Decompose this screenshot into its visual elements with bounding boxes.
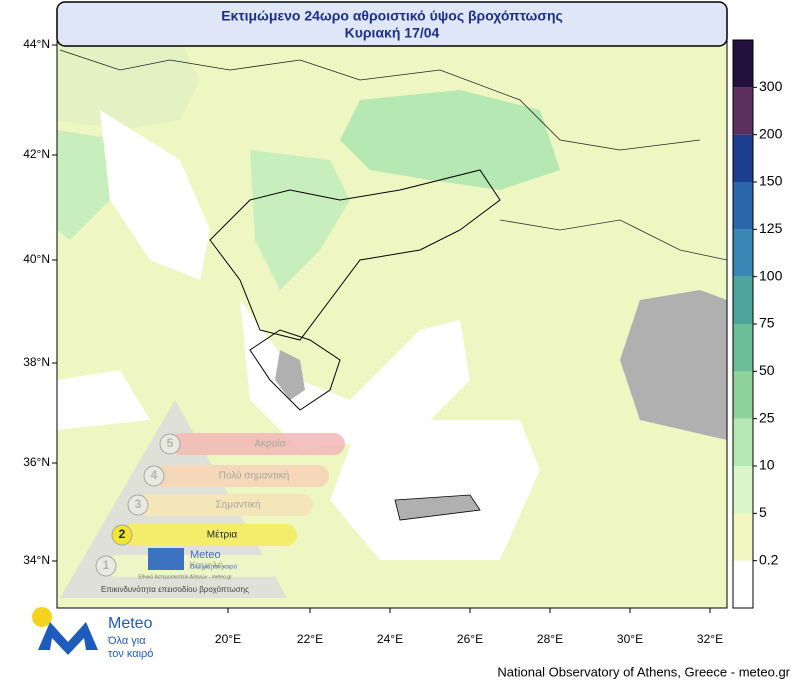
coastline — [209, 169, 501, 341]
risk-label: Ακραία — [254, 438, 285, 450]
risk-label: Χαμηλή — [189, 560, 223, 572]
risk-badge — [127, 494, 149, 516]
lon-label: 30°E — [617, 632, 643, 646]
colorbar-segment — [733, 466, 753, 514]
logo-sun — [32, 607, 52, 627]
risk-caption: Επικινδυνότητα επεισοδίου βροχόπτωσης — [101, 585, 249, 594]
title-box: Εκτιμώμενο 24ωρο αθροιστικό ύψος βροχόπτ… — [56, 1, 728, 47]
lat-label: 40°N — [23, 252, 50, 266]
coastline — [249, 329, 341, 411]
colorbar-segment — [733, 371, 753, 419]
risk-number: 3 — [135, 497, 142, 511]
risk-number: 2 — [119, 527, 126, 541]
risk-label: Μέτρια — [207, 529, 238, 541]
lat-label: 38°N — [23, 355, 50, 369]
lat-label: 42°N — [23, 147, 50, 161]
logo: Meteo Όλα για τον καιρό — [32, 607, 153, 660]
logo-tagline: τον καιρό — [108, 648, 153, 660]
footer: National Observatory of Athens, Greece -… — [497, 664, 790, 679]
colorbar-segment — [733, 513, 753, 561]
sea-area — [330, 420, 540, 560]
colorbar-label: 75 — [759, 315, 775, 331]
risk-badge — [95, 555, 117, 577]
logo-mark — [38, 622, 98, 655]
lon-label: 22°E — [297, 632, 323, 646]
colorbar-label: 100 — [759, 267, 783, 283]
risk-pyramid: 5 Ακραία 4 Πολύ σημαντική 3 Σημαντική 2 Μέτρια 1… — [60, 400, 345, 598]
risk-bar — [154, 465, 329, 487]
risk-badge — [111, 524, 133, 546]
risk-number: 5 — [167, 436, 174, 450]
title-background — [56, 1, 728, 47]
lon-label: 20°E — [215, 632, 241, 646]
colorbar-label: 125 — [759, 220, 783, 236]
colorbar-segment — [733, 418, 753, 466]
colorbar-label: 150 — [759, 173, 783, 189]
sea-area — [100, 110, 210, 280]
land-mask — [620, 290, 727, 440]
colorbar-label: 5 — [759, 504, 767, 520]
colorbar-segment — [733, 40, 753, 88]
risk-number: 4 — [151, 468, 158, 482]
colorbar-label: 300 — [759, 78, 783, 94]
sea-area — [240, 300, 470, 450]
lon-label: 32°E — [697, 632, 723, 646]
colorbar-segment — [733, 182, 753, 230]
colorbar-segment — [733, 560, 753, 608]
colorbar-segment — [733, 229, 753, 277]
risk-label: Σημαντική — [215, 499, 260, 511]
org: Εθνικό Αστεροσκοπείο Αθηνών - meteo.gr — [138, 573, 232, 580]
lat-label: 36°N — [23, 455, 50, 469]
colorbar-segment — [733, 87, 753, 135]
risk-label: Πολύ σημαντική — [219, 470, 290, 482]
colorbar-label: 25 — [759, 409, 775, 425]
title: Εκτιμώμενο 24ωρο αθροιστικό ύψος βροχόπτ… — [221, 8, 563, 24]
lat-labels: 44°N 42°N 40°N 38°N 36°N 34°N — [23, 37, 57, 567]
colorbar-segment — [733, 324, 753, 372]
brand-icon — [148, 548, 184, 570]
lon-label: 24°E — [377, 632, 403, 646]
land-mask — [275, 350, 305, 400]
lon-label: 28°E — [537, 632, 563, 646]
risk-badge — [143, 465, 165, 487]
lon-labels: 20°E 22°E 24°E 26°E 28°E 30°E 32°E — [215, 608, 723, 646]
colorbar-label: 10 — [759, 457, 775, 473]
colorbar-label: 50 — [759, 362, 775, 378]
land-area — [57, 40, 200, 130]
colorbar-label: 0.2 — [759, 551, 779, 567]
risk-number: 1 — [103, 558, 110, 572]
logo-name: Meteo — [108, 615, 153, 632]
subtitle: Κυριακή 17/04 — [345, 25, 440, 41]
lat-label: 44°N — [23, 37, 50, 51]
colorbar-label: 200 — [759, 125, 783, 141]
colorbar-segment — [733, 134, 753, 182]
brand: Meteo — [190, 549, 221, 561]
coastline — [499, 219, 728, 261]
risk-bar — [170, 433, 345, 455]
logo-tagline: Όλα για — [107, 635, 146, 647]
lon-label: 26°E — [457, 632, 483, 646]
border — [59, 49, 701, 151]
lat-label: 34°N — [23, 553, 50, 567]
rain-area — [57, 130, 120, 240]
island — [394, 494, 481, 521]
risk-badge — [159, 433, 181, 455]
rain-area — [250, 150, 350, 290]
risk-bar — [122, 524, 297, 546]
risk-bar — [138, 494, 313, 516]
colorbar: 0.2 5 10 25 50 75 100 125 150 200 300 — [732, 39, 783, 609]
sea-area — [57, 370, 150, 430]
colorbar-segment — [733, 276, 753, 324]
rain-area — [340, 90, 560, 190]
brand-tagline: Όλα για τον καιρό — [189, 564, 238, 571]
